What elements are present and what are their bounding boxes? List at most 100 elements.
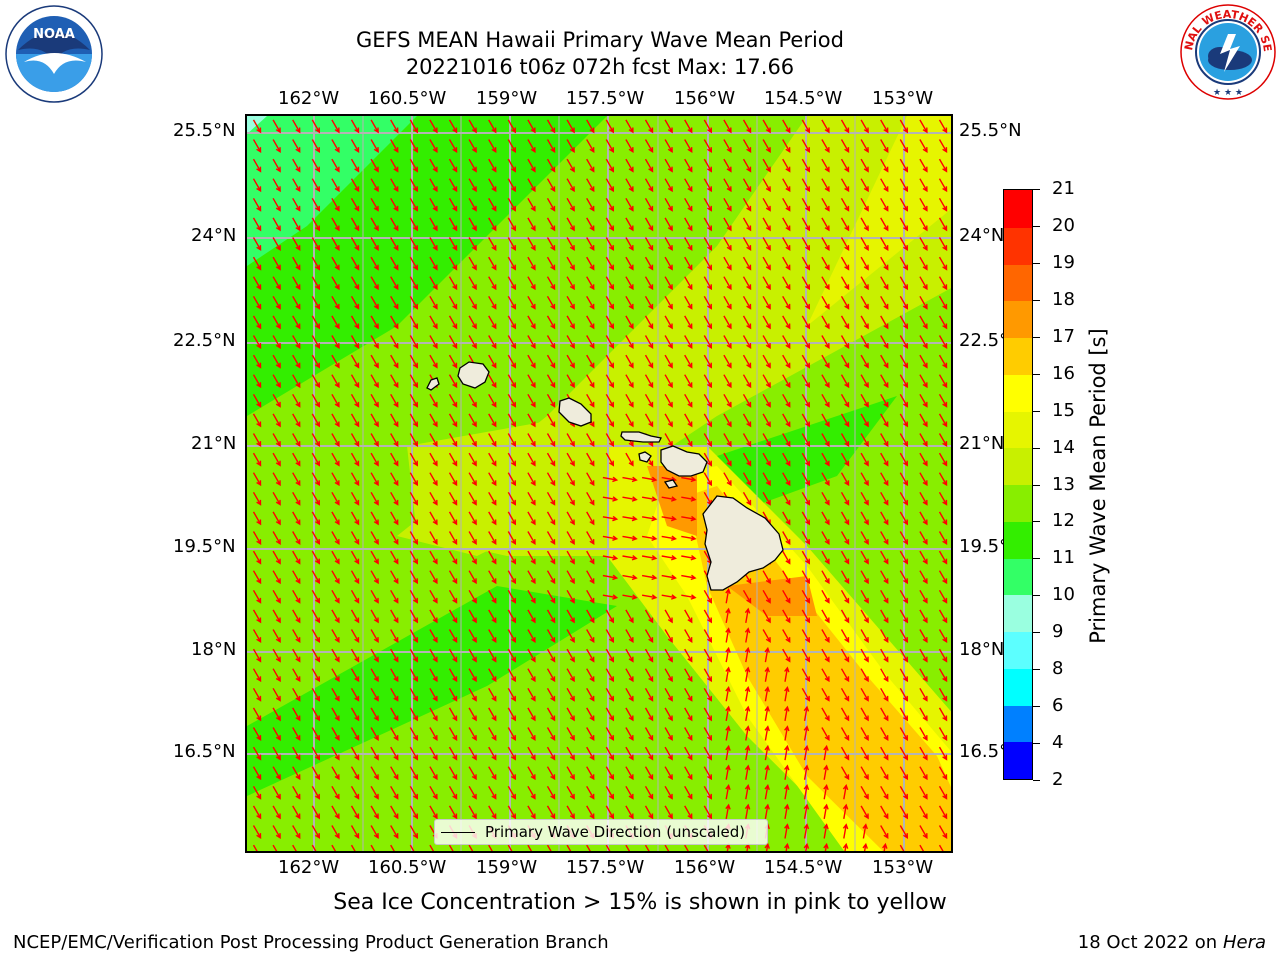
wave-arrow (507, 707, 517, 722)
wave-arrow (586, 197, 595, 212)
wave-arrow (311, 727, 321, 741)
wave-arrow (546, 295, 556, 310)
wave-arrow (488, 197, 497, 212)
wave-arrow (744, 705, 751, 722)
wave-arrow (546, 511, 556, 526)
wave-arrow (622, 555, 638, 561)
wave-arrow (840, 491, 850, 506)
wave-arrow (272, 825, 281, 839)
wave-arrow (566, 295, 575, 310)
wave-arrow (860, 668, 869, 683)
wave-arrow (272, 687, 281, 702)
wave-arrow (860, 315, 869, 330)
wave-arrow (507, 276, 517, 291)
wave-arrow (586, 629, 595, 643)
wave-arrow (899, 805, 909, 820)
wave-arrow (860, 648, 869, 663)
wave-arrow (742, 335, 752, 349)
wave-arrow (723, 237, 732, 251)
wave-arrow (272, 315, 281, 330)
wave-arrow (370, 766, 379, 781)
wave-arrow (488, 178, 497, 193)
wave-arrow (880, 197, 889, 212)
wave-arrow (331, 570, 340, 585)
wave-arrow (311, 452, 321, 467)
wave-arrow (527, 746, 536, 761)
wave-arrow (468, 315, 477, 330)
wave-arrow (272, 374, 281, 389)
wave-arrow (370, 570, 379, 585)
wave-arrow (762, 393, 771, 408)
wave-arrow (468, 256, 477, 271)
wave-arrow (899, 844, 905, 851)
wave-arrow (723, 217, 732, 232)
colorbar-tick-mark (1033, 336, 1040, 338)
wave-arrow (370, 178, 379, 193)
wave-arrow (762, 433, 771, 447)
wave-arrow (919, 570, 928, 585)
wave-arrow (860, 609, 869, 624)
wave-arrow (586, 785, 595, 800)
wave-arrow (409, 335, 419, 349)
wave-arrow (762, 629, 771, 643)
wave-arrow (703, 472, 713, 487)
wave-arrow (252, 648, 262, 663)
wave-arrow (350, 315, 360, 330)
colorbar-tick-mark (1033, 484, 1040, 486)
wave-arrow (292, 295, 301, 310)
wave-arrow (784, 764, 790, 780)
wave-arrow (468, 433, 477, 447)
wave-arrow (507, 727, 517, 741)
wave-arrow (625, 217, 634, 232)
wave-arrow (625, 178, 634, 193)
wave-arrow (605, 452, 615, 467)
wave-arrow (605, 295, 615, 310)
wave-arrow (429, 393, 438, 408)
wave-arrow (429, 335, 438, 349)
wave-arrow (566, 217, 575, 232)
wave-arrow (784, 705, 790, 722)
wave-arrow (899, 629, 909, 643)
wave-arrow (842, 784, 849, 800)
wave-arrow (409, 687, 419, 702)
wave-arrow (742, 452, 752, 467)
wave-arrow (661, 555, 677, 561)
colorbar-tick-mark (1033, 262, 1040, 264)
wave-arrow (292, 119, 301, 134)
wave-arrow (448, 472, 458, 487)
wave-arrow (507, 139, 517, 153)
wave-arrow (703, 295, 713, 310)
wave-arrow (566, 511, 575, 526)
wave-arrow (625, 197, 634, 212)
wave-arrow (880, 825, 889, 839)
wave-arrow (311, 178, 321, 193)
wave-arrow (880, 668, 889, 683)
wave-arrow (684, 609, 693, 624)
wave-arrow (272, 393, 281, 408)
wave-arrow (409, 589, 419, 604)
wave-arrow (723, 315, 732, 330)
wave-arrow (625, 119, 634, 134)
wave-arrow (625, 335, 634, 349)
wave-arrow (272, 276, 281, 291)
wave-arrow (899, 374, 909, 389)
wave-arrow (703, 158, 713, 173)
wave-arrow (527, 139, 536, 153)
wave-arrow (899, 727, 909, 741)
lat-tick-left: 22.5°N (173, 330, 236, 351)
wave-arrow (252, 295, 262, 310)
wave-arrow (801, 295, 811, 310)
wave-arrow (507, 256, 517, 271)
wave-arrow (605, 609, 615, 624)
wave-arrow (488, 158, 497, 173)
wave-arrow (605, 315, 615, 330)
wave-arrow (661, 515, 677, 522)
wave-arrow (703, 844, 709, 851)
wave-arrow (862, 842, 868, 851)
wave-arrow (429, 256, 438, 271)
wave-arrow (546, 589, 556, 604)
wave-arrow (468, 668, 477, 683)
wave-arrow (880, 452, 889, 467)
wave-arrow (292, 452, 301, 467)
wave-arrow (842, 823, 849, 839)
